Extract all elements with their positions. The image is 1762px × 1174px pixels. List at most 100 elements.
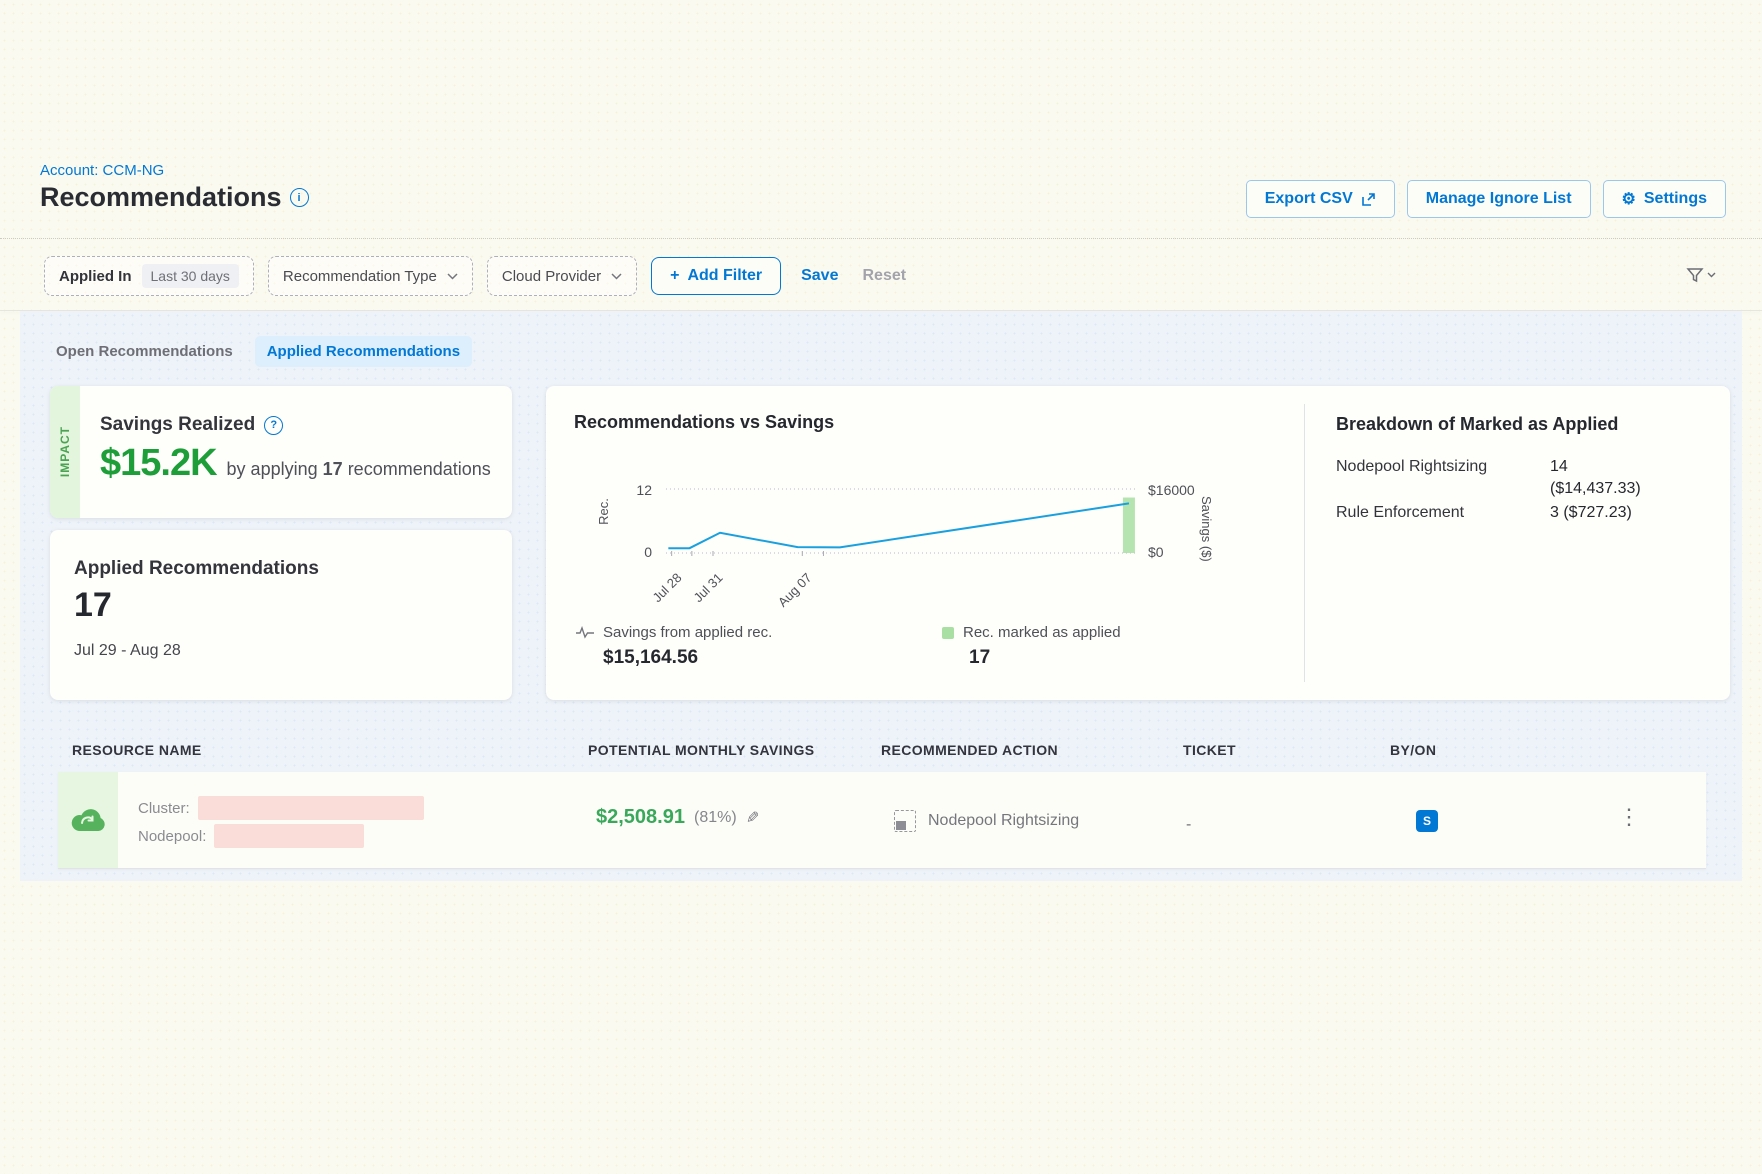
applied-card-title: Applied Recommendations [74, 558, 319, 579]
header-actions: Export CSV Manage Ignore List ⚙ Settings [1245, 180, 1726, 218]
recommended-action-label: Nodepool Rightsizing [928, 812, 1080, 829]
cluster-name-redacted [197, 796, 424, 820]
manage-ignore-list-button[interactable]: Manage Ignore List [1406, 180, 1591, 218]
tab-open-recommendations[interactable]: Open Recommendations [56, 343, 233, 360]
row-menu-button[interactable]: ⋮ [1618, 804, 1640, 829]
filter-chip-applied-in[interactable]: Applied In Last 30 days [44, 256, 254, 296]
chart-card: Recommendations vs Savings 12 0 Rec. Jul… [546, 386, 1730, 700]
green-square-icon [942, 626, 954, 639]
col-header-by-on: BY/ON [1390, 742, 1437, 758]
add-filter-button[interactable]: + Add Filter [651, 257, 782, 295]
filter-chip-recommendation-type[interactable]: Recommendation Type [267, 256, 473, 296]
reset-filter-button[interactable]: Reset [862, 267, 907, 284]
left-axis-label: Rec. [595, 498, 611, 525]
legend-marked-applied: Rec. marked as applied 17 [942, 624, 1121, 669]
nodepool-rightsizing-icon [894, 810, 916, 832]
row-savings-amount: $2,508.91 [596, 806, 685, 828]
chart-plot [666, 481, 1136, 559]
account-breadcrumb[interactable]: Account: CCM-NG [40, 162, 165, 179]
filter-section-divider [0, 310, 1762, 311]
applied-card-date-range: Jul 29 - Aug 28 [74, 642, 181, 659]
savings-cell: $2,508.91 (81%) ✎ [596, 806, 759, 829]
chevron-down-icon [1707, 272, 1716, 278]
chart-svg [666, 488, 1136, 556]
left-axis-tick-min: 0 [644, 544, 652, 560]
filter-bar: Applied In Last 30 days Recommendation T… [44, 256, 906, 296]
savings-realized-title-text: Savings Realized [100, 414, 256, 435]
filter-chip-cloud-provider[interactable]: Cloud Provider [486, 256, 638, 296]
help-icon[interactable]: ? [264, 415, 284, 435]
right-axis-tick-max: $16000 [1148, 482, 1195, 498]
avatar[interactable]: S [1416, 810, 1438, 832]
recommendation-type-label: Recommendation Type [282, 267, 437, 285]
external-link-icon [1361, 192, 1376, 207]
chart-title: Recommendations vs Savings [574, 412, 835, 432]
legend-savings: Savings from applied rec. $15,164.56 [576, 624, 772, 669]
savings-realized-card: IMPACT Savings Realized ? $15.2K by appl… [50, 386, 512, 518]
left-axis-tick-max: 12 [636, 482, 652, 498]
plus-icon: + [670, 267, 680, 284]
nodepool-line: Nodepool: [138, 824, 365, 848]
savings-suffix-post: recommendations [347, 459, 491, 479]
row-savings-percent: (81%) [693, 808, 737, 826]
nodepool-label: Nodepool: [138, 827, 207, 845]
impact-ribbon-label: IMPACT [58, 426, 72, 478]
savings-amount: $15.2K [100, 442, 218, 484]
col-header-ticket: TICKET [1183, 742, 1236, 758]
cluster-label: Cluster: [138, 799, 190, 817]
impact-ribbon: IMPACT [50, 386, 80, 518]
breakdown-row-value2: ($14,437.33) [1550, 480, 1641, 497]
savings-realized-amount-row: $15.2K by applying 17 recommendations [100, 442, 491, 485]
breakdown-row-value: 3 ($727.23) [1550, 504, 1632, 521]
applied-card-count: 17 [74, 586, 112, 624]
breakdown-row-value: 14 [1550, 458, 1568, 475]
right-axis-label: Savings ($) [1199, 496, 1214, 562]
col-header-resource-name: RESOURCE NAME [72, 742, 202, 758]
export-csv-label: Export CSV [1264, 190, 1353, 207]
applied-in-value[interactable]: Last 30 days [141, 264, 239, 288]
chevron-down-icon [447, 272, 458, 280]
ticket-cell: - [1186, 816, 1192, 833]
applied-in-label: Applied In [59, 267, 132, 285]
legend-savings-value: $15,164.56 [603, 647, 699, 668]
pulse-line-icon [576, 625, 594, 639]
card-vertical-divider [1304, 404, 1305, 682]
save-filter-button[interactable]: Save [801, 267, 839, 284]
manage-ignore-label: Manage Ignore List [1425, 190, 1572, 207]
breakdown-row-label: Nodepool Rightsizing [1336, 458, 1488, 475]
chevron-down-icon [611, 272, 622, 280]
page-title: Recommendations i [40, 182, 309, 213]
view-tabs: Open Recommendations Applied Recommendat… [44, 336, 473, 367]
breakdown-row-label: Rule Enforcement [1336, 504, 1465, 521]
legend-marked-label: Rec. marked as applied [963, 624, 1121, 641]
add-filter-label: Add Filter [687, 267, 763, 284]
edit-icon[interactable]: ✎ [745, 809, 760, 827]
savings-suffix-count: 17 [322, 459, 343, 479]
header-divider [0, 238, 1762, 239]
savings-realized-title: Savings Realized ? [100, 414, 284, 436]
nodepool-name-redacted [214, 824, 365, 848]
chart-x-labels: Jul 28 Jul 31 Aug 07 [649, 562, 1136, 610]
right-axis-tick-min: $0 [1148, 544, 1164, 560]
filter-funnel-button[interactable] [1686, 266, 1716, 284]
breakdown-title: Breakdown of Marked as Applied [1336, 414, 1619, 434]
settings-button[interactable]: ⚙ Settings [1602, 180, 1726, 218]
col-header-potential-savings: POTENTIAL MONTHLY SAVINGS [588, 742, 815, 758]
tab-applied-recommendations[interactable]: Applied Recommendations [254, 336, 473, 367]
cloud-icon [71, 809, 105, 832]
info-icon[interactable]: i [289, 188, 309, 207]
recommended-action-cell: Nodepool Rightsizing [894, 810, 1079, 832]
page-title-text: Recommendations [40, 182, 282, 212]
resource-type-cell [58, 772, 118, 868]
applied-recommendations-card: Applied Recommendations 17 Jul 29 - Aug … [50, 530, 512, 700]
legend-marked-value: 17 [969, 647, 991, 668]
table-row[interactable]: Cluster: Nodepool: $2,508.91 (81%) ✎ Nod… [58, 772, 1706, 869]
gear-icon: ⚙ [1621, 191, 1636, 208]
export-csv-button[interactable]: Export CSV [1245, 180, 1395, 218]
savings-suffix-pre: by applying [226, 459, 318, 479]
savings-suffix: by applying 17 recommendations [227, 459, 491, 480]
cloud-provider-label: Cloud Provider [501, 267, 602, 285]
x-tick-label: Aug 07 [775, 570, 815, 610]
cluster-line: Cluster: [138, 796, 424, 820]
